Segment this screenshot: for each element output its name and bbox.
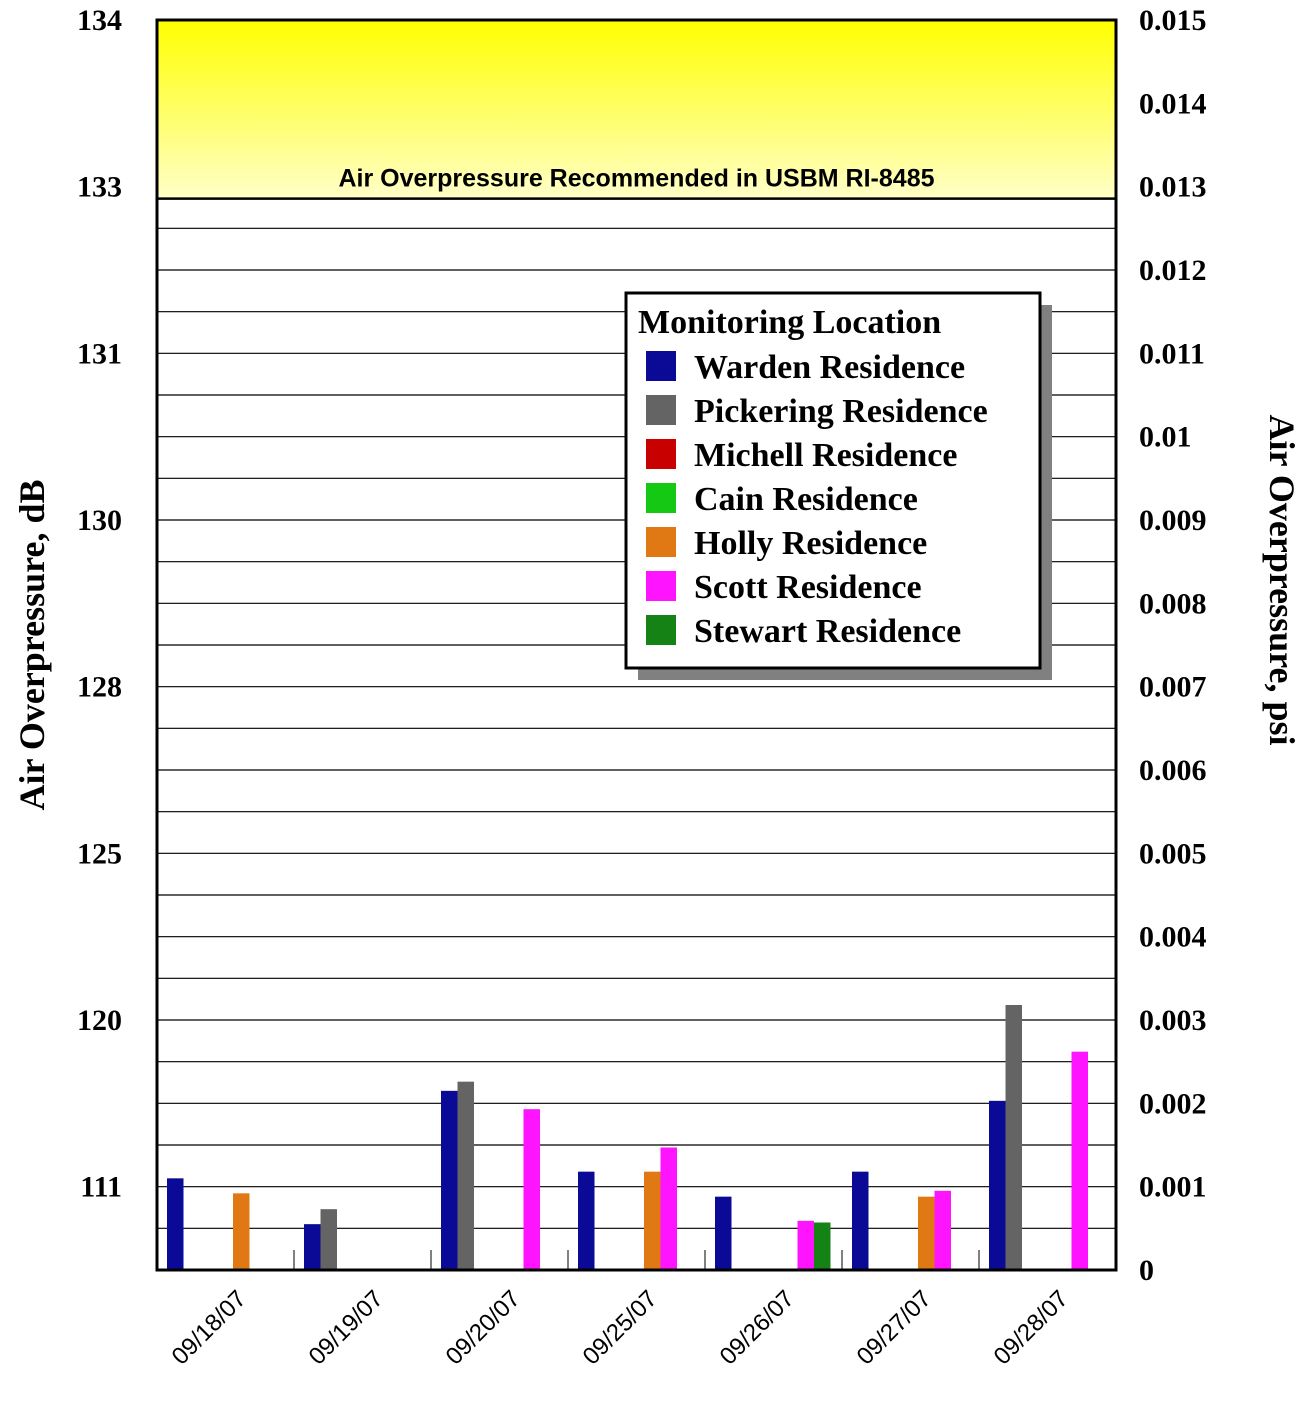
threshold-band-fill [157, 20, 1116, 199]
left-tick-label: 134 [77, 4, 122, 37]
bar [233, 1193, 250, 1270]
legend-swatch [646, 439, 676, 469]
legend-label: Warden Residence [694, 349, 965, 386]
bars [167, 1005, 1088, 1270]
category-label: 09/28/07 [989, 1285, 1074, 1370]
right-tick-label: 0.001 [1139, 1171, 1207, 1204]
legend-swatch [646, 395, 676, 425]
bar [715, 1196, 732, 1270]
legend: Monitoring Location Warden Residence Pick… [624, 291, 1052, 680]
left-axis-ticks: 111 120 125 128 130 131 133 134 [77, 4, 122, 1204]
bar [918, 1196, 935, 1270]
right-axis-ticks: 0 0.001 0.002 0.003 0.004 0.005 0.006 0.007 0.00… [1139, 4, 1207, 1287]
bar [304, 1224, 321, 1270]
left-tick-label: 131 [77, 337, 122, 370]
legend-swatch [646, 351, 676, 381]
legend-title: Monitoring Location [638, 304, 941, 341]
right-tick-label: 0.004 [1139, 921, 1207, 954]
right-tick-label: 0.013 [1139, 171, 1207, 204]
right-tick-label: 0.012 [1139, 254, 1207, 287]
right-tick-label: 0.014 [1139, 87, 1207, 120]
right-axis-title: Air Overpressure, psi [1262, 415, 1302, 746]
right-tick-label: 0.015 [1139, 4, 1207, 37]
legend-box [624, 291, 1042, 670]
right-tick-label: 0.011 [1139, 337, 1205, 370]
category-label: 09/27/07 [852, 1285, 937, 1370]
plot-frame [155, 18, 1118, 1272]
right-tick-label: 0.005 [1139, 837, 1207, 870]
axes [155, 18, 1118, 1272]
legend-label: Scott Residence [694, 569, 922, 606]
threshold-band-label: Air Overpressure Recommended in USBM RI-… [338, 165, 934, 193]
right-tick-label: 0 [1139, 1254, 1154, 1287]
category-label: 09/20/07 [441, 1285, 526, 1370]
bar [1071, 1051, 1088, 1270]
right-tick-label: 0.01 [1139, 421, 1192, 454]
bar [934, 1190, 951, 1270]
bar [644, 1171, 661, 1270]
legend-swatch [646, 527, 676, 557]
bar [441, 1090, 458, 1270]
legend-items: Warden Residence Pickering Residence Miche… [646, 349, 988, 650]
right-tick-label: 0.009 [1139, 504, 1207, 537]
bar [814, 1222, 831, 1270]
left-tick-label: 125 [77, 837, 122, 870]
legend-label: Pickering Residence [694, 393, 988, 430]
bar [1005, 1005, 1022, 1270]
bar [797, 1220, 814, 1270]
left-tick-label: 130 [77, 504, 122, 537]
right-tick-label: 0.007 [1139, 671, 1207, 704]
left-tick-label: 128 [77, 671, 122, 704]
bar [989, 1100, 1006, 1270]
right-tick-label: 0.006 [1139, 754, 1207, 787]
right-tick-label: 0.002 [1139, 1087, 1207, 1120]
category-labels: 09/18/07 09/19/07 09/20/07 09/25/07 09/26/07… [167, 1285, 1074, 1370]
legend-label: Cain Residence [694, 481, 918, 518]
threshold-band: Air Overpressure Recommended in USBM RI-… [157, 20, 1116, 200]
legend-label: Michell Residence [694, 437, 957, 474]
left-axis-title: Air Overpressure, dB [12, 480, 52, 811]
bar [320, 1209, 337, 1270]
bar [660, 1147, 677, 1270]
legend-label: Stewart Residence [694, 613, 961, 650]
right-tick-label: 0.008 [1139, 587, 1207, 620]
left-tick-label: 133 [77, 171, 122, 204]
category-label: 09/19/07 [304, 1285, 389, 1370]
bar [523, 1109, 540, 1270]
category-label: 09/18/07 [167, 1285, 252, 1370]
category-label: 09/26/07 [715, 1285, 800, 1370]
bar [578, 1171, 595, 1270]
bar [457, 1081, 474, 1270]
legend-swatch [646, 483, 676, 513]
left-tick-label: 111 [80, 1171, 122, 1204]
left-tick-label: 120 [77, 1004, 122, 1037]
legend-swatch [646, 571, 676, 601]
legend-swatch [646, 615, 676, 645]
legend-label: Holly Residence [694, 525, 927, 562]
bar [852, 1171, 869, 1270]
category-label: 09/25/07 [578, 1285, 663, 1370]
bar [167, 1178, 184, 1270]
right-tick-label: 0.003 [1139, 1004, 1207, 1037]
